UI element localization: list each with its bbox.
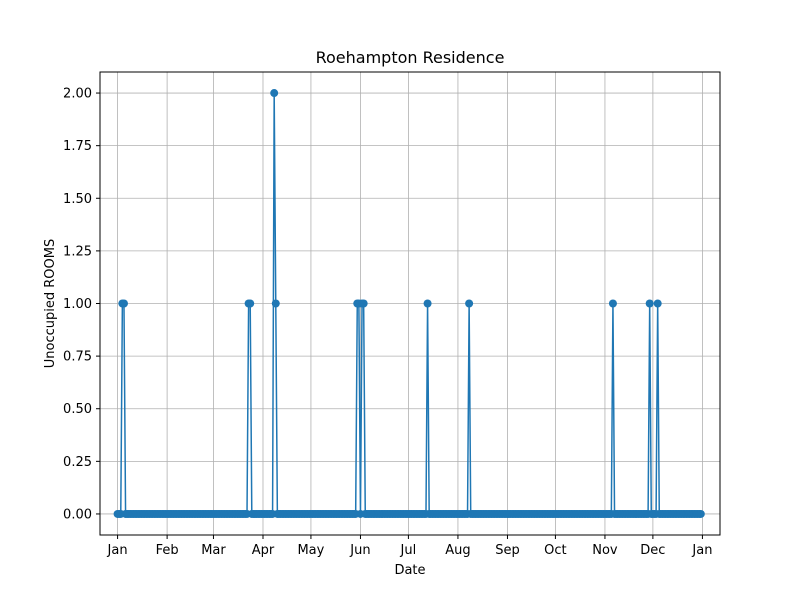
y-tick-label: 1.75 xyxy=(63,139,92,154)
x-tick-label: Nov xyxy=(592,543,618,558)
data-point xyxy=(119,299,128,308)
plot-area-frame xyxy=(99,71,721,536)
data-point xyxy=(271,299,280,308)
y-tick-label: 1.25 xyxy=(63,244,92,259)
data-point xyxy=(608,299,617,308)
data-point xyxy=(696,509,705,518)
data-point xyxy=(465,299,474,308)
x-tick-label: Sep xyxy=(495,543,520,558)
x-tick-label: May xyxy=(297,543,324,558)
x-tick-label: Jan xyxy=(691,543,712,558)
data-point xyxy=(653,299,662,308)
y-tick-label: 0.00 xyxy=(63,507,92,522)
x-tick-label: Feb xyxy=(156,543,179,558)
y-tick-label: 0.50 xyxy=(63,402,92,417)
data-point xyxy=(645,299,654,308)
series xyxy=(113,89,705,518)
data-point xyxy=(359,299,368,308)
x-tick-label: Dec xyxy=(640,543,665,558)
data-point xyxy=(270,89,279,98)
chart-title: Roehampton Residence xyxy=(316,48,505,67)
x-tick-label: Aug xyxy=(445,543,470,558)
y-tick-label: 0.25 xyxy=(63,455,92,470)
x-tick-label: Apr xyxy=(252,543,275,558)
x-tick-label: Oct xyxy=(544,543,566,558)
data-point xyxy=(246,299,255,308)
x-tick-label: Mar xyxy=(201,543,226,558)
x-tick-label: Jul xyxy=(400,543,417,558)
x-tick-label: Jan xyxy=(107,543,128,558)
y-tick-label: 1.50 xyxy=(63,192,92,207)
data-point xyxy=(423,299,432,308)
x-tick-label: Jun xyxy=(349,543,370,558)
y-tick-label: 2.00 xyxy=(63,87,92,102)
y-axis-title: Unoccupied ROOMS xyxy=(43,239,58,368)
y-tick-label: 0.75 xyxy=(63,350,92,365)
y-tick-label: 1.00 xyxy=(63,297,92,312)
ticks: Jan Feb Mar Apr May Jun Jul Aug Sep Oct Nov Dec Jan 0… xyxy=(63,87,712,558)
grid xyxy=(100,72,720,535)
x-axis-title: Date xyxy=(394,563,425,578)
